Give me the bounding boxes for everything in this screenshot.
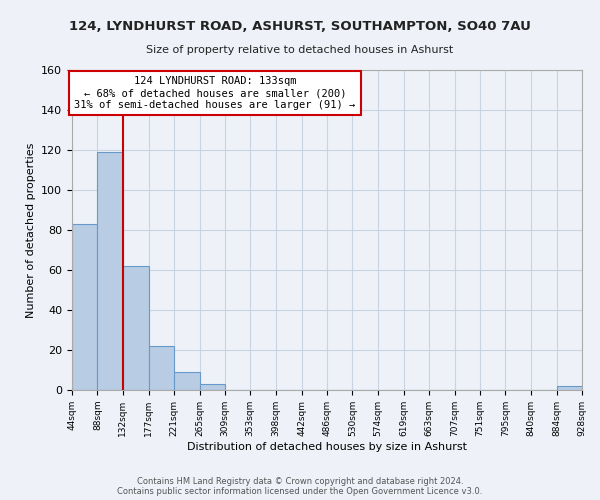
Y-axis label: Number of detached properties: Number of detached properties [26, 142, 35, 318]
Bar [123, 266, 149, 390]
Text: 124, LYNDHURST ROAD, ASHURST, SOUTHAMPTON, SO40 7AU: 124, LYNDHURST ROAD, ASHURST, SOUTHAMPTO… [69, 20, 531, 33]
Text: Size of property relative to detached houses in Ashurst: Size of property relative to detached ho… [146, 45, 454, 55]
Text: 124 LYNDHURST ROAD: 133sqm
← 68% of detached houses are smaller (200)
31% of sem: 124 LYNDHURST ROAD: 133sqm ← 68% of deta… [74, 76, 355, 110]
Bar [97, 152, 123, 390]
Bar [557, 386, 582, 390]
Bar [174, 372, 200, 390]
Text: Contains HM Land Registry data © Crown copyright and database right 2024.: Contains HM Land Registry data © Crown c… [137, 477, 463, 486]
Bar [72, 224, 97, 390]
Bar [149, 346, 174, 390]
Text: Contains public sector information licensed under the Open Government Licence v3: Contains public sector information licen… [118, 487, 482, 496]
Bar [199, 384, 225, 390]
X-axis label: Distribution of detached houses by size in Ashurst: Distribution of detached houses by size … [187, 442, 467, 452]
